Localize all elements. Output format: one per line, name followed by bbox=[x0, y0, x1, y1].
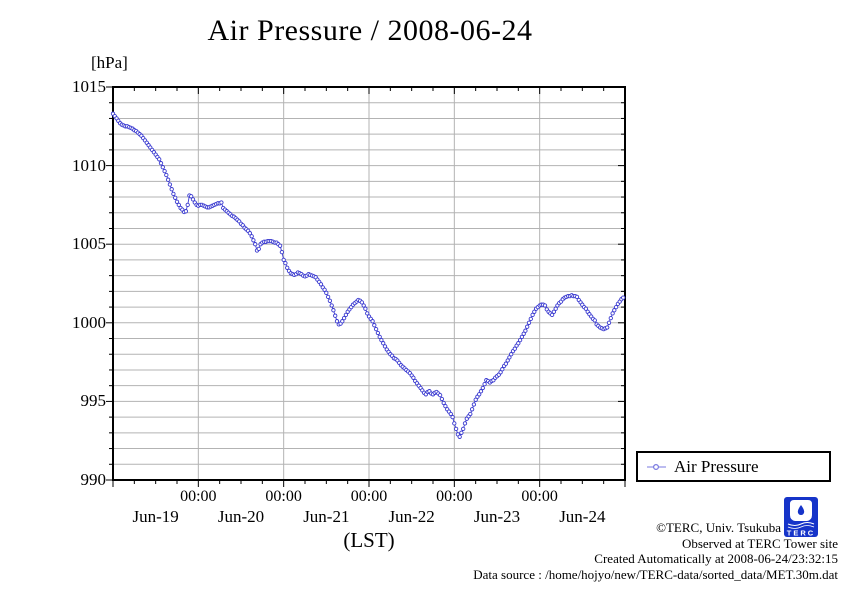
x-midnight-label: 00:00 bbox=[180, 488, 217, 505]
chart-title: Air Pressure / 2008-06-24 bbox=[207, 14, 533, 47]
created-timestamp-text: Created Automatically at 2008-06-24/23:3… bbox=[594, 551, 838, 566]
y-tick-label: 1000 bbox=[72, 312, 106, 332]
x-day-label: Jun-21 bbox=[303, 507, 350, 526]
legend-label: Air Pressure bbox=[674, 456, 759, 476]
legend-marker-icon bbox=[647, 463, 666, 470]
data-source-text: Data source : /home/hojyo/new/TERC-data/… bbox=[473, 566, 838, 582]
y-tick-label: 1015 bbox=[72, 77, 106, 96]
observed-site-text: Observed at TERC Tower site bbox=[681, 535, 838, 551]
terc-logo: TERC bbox=[784, 497, 818, 537]
x-day-label: Jun-24 bbox=[559, 507, 606, 526]
copyright-text: ©TERC, Univ. Tsukuba bbox=[656, 520, 781, 535]
terc-logo-text: TERC bbox=[787, 529, 815, 538]
y-tick-label: 995 bbox=[80, 391, 107, 411]
y-axis-unit-label: [hPa] bbox=[91, 53, 128, 72]
legend-box: Air Pressure bbox=[636, 451, 831, 482]
x-day-label: Jun-23 bbox=[473, 507, 521, 526]
x-day-label: Jun-19 bbox=[132, 507, 179, 526]
x-midnight-label: 00:00 bbox=[436, 488, 473, 505]
footer-credits: ©TERC, Univ. Tsukuba Observed at TERC To… bbox=[473, 520, 838, 582]
y-tick-label: 1005 bbox=[72, 234, 106, 254]
x-midnight-label: 00:00 bbox=[265, 488, 302, 505]
x-axis-label: (LST) bbox=[343, 528, 395, 552]
y-tick-label: 990 bbox=[80, 470, 107, 489]
x-midnight-label: 00:00 bbox=[521, 488, 558, 505]
y-tick-label: 1010 bbox=[72, 155, 106, 175]
x-midnight-label: 00:00 bbox=[350, 488, 388, 505]
x-day-label: Jun-22 bbox=[388, 507, 435, 526]
x-day-label: Jun-20 bbox=[217, 507, 265, 526]
